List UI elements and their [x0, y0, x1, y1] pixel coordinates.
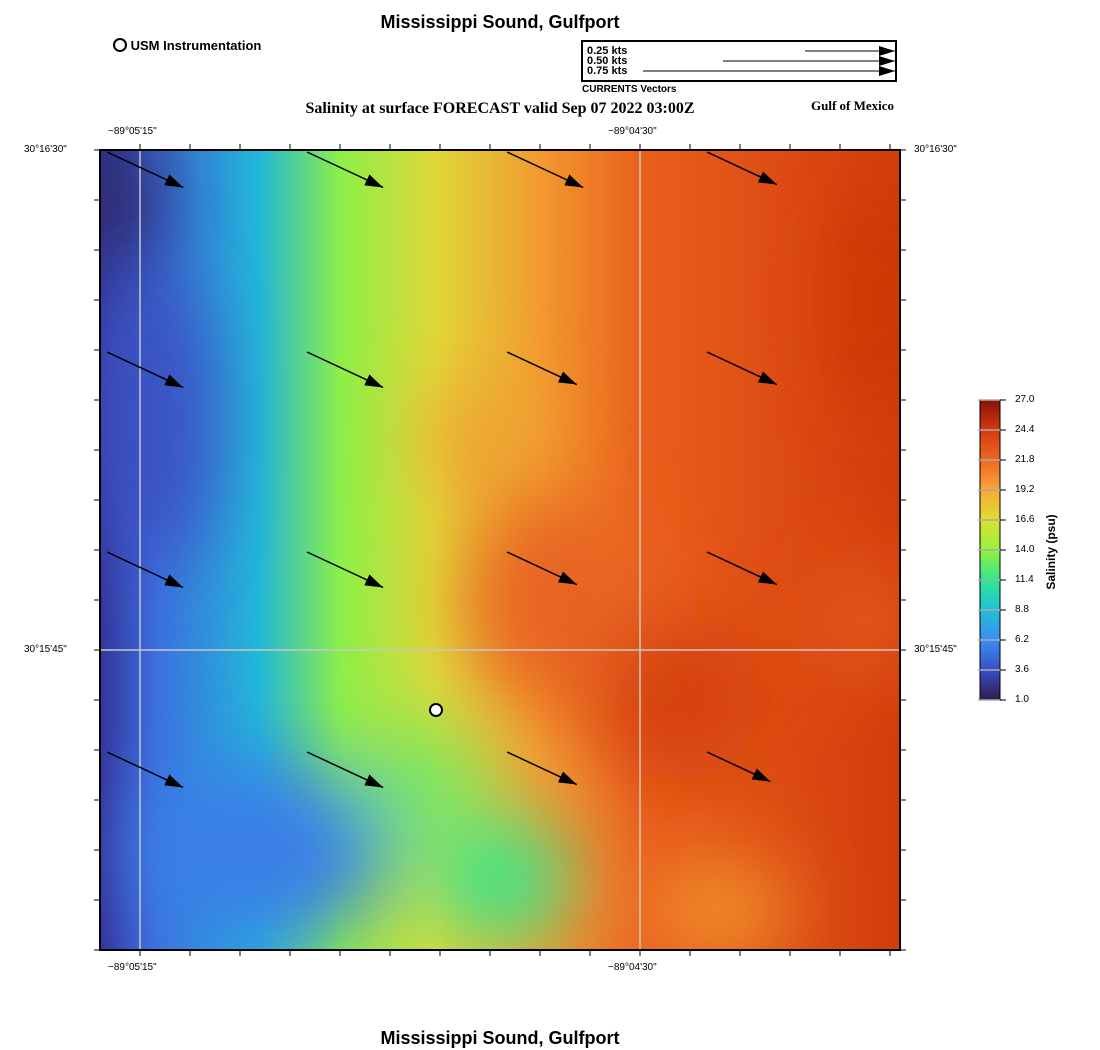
- lat-tick-label: 30°16'30": [24, 144, 67, 155]
- colorbar-tick-label: 19.2: [1015, 484, 1035, 495]
- vector-legend: 0.25 kts 0.50 kts 0.75 kts: [581, 40, 897, 82]
- vector-legend-label: 0.25 kts: [587, 45, 628, 57]
- map-subtitle: Salinity at surface FORECAST valid Sep 0…: [305, 100, 695, 117]
- station-legend-label: USM Instrumentation: [130, 38, 262, 53]
- lon-tick-label: −89°04'30": [608, 962, 657, 973]
- current-vector-arrow: [706, 151, 778, 186]
- vector-legend-label: 0.50 kts: [587, 55, 628, 67]
- current-vector-arrow: [506, 551, 578, 586]
- colorbar-tick-label: 1.0: [1015, 694, 1029, 705]
- usm-instrumentation-marker[interactable]: [429, 703, 443, 717]
- axis-ticks: [94, 144, 906, 956]
- graticule: [100, 150, 900, 950]
- current-vector-arrow: [706, 551, 778, 586]
- colorbar-tick-label: 11.4: [1015, 574, 1034, 585]
- lon-tick-label: −89°04'30": [608, 126, 657, 137]
- current-vector-arrow: [106, 751, 184, 789]
- colorbar-tick-label: 21.8: [1015, 454, 1035, 465]
- colorbar-tick-label: 6.2: [1015, 634, 1029, 645]
- colorbar: [978, 399, 1006, 701]
- current-vector-arrow: [106, 351, 184, 389]
- lon-tick-label: −89°05'15": [108, 126, 157, 137]
- lat-tick-label: 30°15'45": [914, 644, 957, 655]
- current-vector-arrow: [106, 551, 184, 589]
- current-vector-arrow: [506, 751, 578, 786]
- vector-legend-label: 0.75 kts: [587, 65, 628, 77]
- colorbar-tick-label: 8.8: [1015, 604, 1029, 615]
- current-vector-arrow: [306, 751, 384, 789]
- current-vector-arrow: [306, 151, 384, 189]
- colorbar-tick-label: 14.0: [1015, 544, 1035, 555]
- current-vector-arrow: [306, 351, 384, 389]
- current-vector-arrow: [306, 551, 384, 589]
- lat-tick-label: 30°16'30": [914, 144, 957, 155]
- lon-tick-label: −89°05'15": [108, 962, 157, 973]
- current-vector-arrow: [506, 351, 578, 386]
- current-vector-arrow: [106, 151, 184, 189]
- region-label: Gulf of Mexico: [811, 98, 895, 113]
- colorbar-tick-label: 16.6: [1015, 514, 1035, 525]
- station-legend: USM Instrumentation: [113, 38, 261, 53]
- colorbar-tick-label: 3.6: [1015, 664, 1029, 675]
- vector-legend-arrows: [643, 46, 895, 76]
- current-vector-arrow: [706, 351, 778, 386]
- map-title: Mississippi Sound, Gulfport: [380, 12, 620, 32]
- footer-title: Mississippi Sound, Gulfport: [380, 1028, 620, 1048]
- salinity-field: [100, 150, 900, 950]
- current-vectors: [106, 151, 778, 789]
- vector-legend-caption: CURRENTS Vectors: [582, 84, 677, 95]
- lat-tick-label: 30°15'45": [24, 644, 67, 655]
- colorbar-tick-label: 27.0: [1015, 394, 1035, 405]
- colorbar-tick-label: 24.4: [1015, 424, 1035, 435]
- station-marker-icon: [113, 38, 127, 52]
- current-vector-arrow: [506, 151, 584, 189]
- current-vector-arrow: [706, 751, 771, 783]
- colorbar-label: Salinity (psu): [1044, 514, 1058, 590]
